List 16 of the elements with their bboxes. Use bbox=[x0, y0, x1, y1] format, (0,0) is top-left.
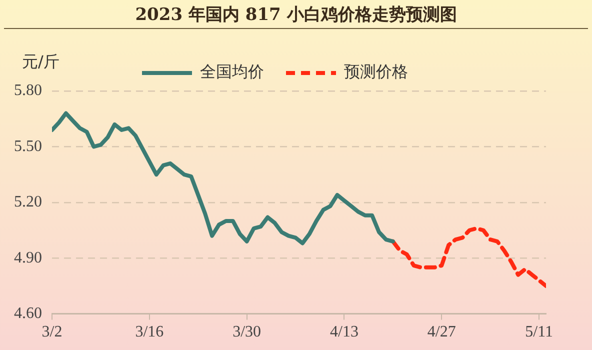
x-tick-label: 3/2 bbox=[42, 324, 62, 341]
chart-title: 2023 年国内 817 小白鸡价格走势预测图 bbox=[4, 0, 588, 29]
legend-label: 全国均价 bbox=[200, 62, 264, 82]
y-tick-label: 4.90 bbox=[14, 249, 42, 266]
x-tick-label: 4/27 bbox=[427, 324, 456, 341]
x-tick-label: 5/11 bbox=[525, 324, 553, 341]
y-tick-label: 5.50 bbox=[14, 138, 42, 155]
x-tick-label: 3/30 bbox=[232, 324, 262, 341]
y-tick-label: 5.80 bbox=[14, 82, 42, 100]
x-tick-label: 3/16 bbox=[135, 324, 164, 341]
y-tick-label: 5.20 bbox=[14, 194, 42, 211]
y-tick-label: 4.60 bbox=[14, 305, 42, 322]
x-tick-label: 4/13 bbox=[330, 324, 358, 341]
y-axis-title: 元/斤 bbox=[22, 52, 60, 72]
legend-label: 预测价格 bbox=[344, 62, 408, 82]
line-series bbox=[390, 226, 546, 288]
